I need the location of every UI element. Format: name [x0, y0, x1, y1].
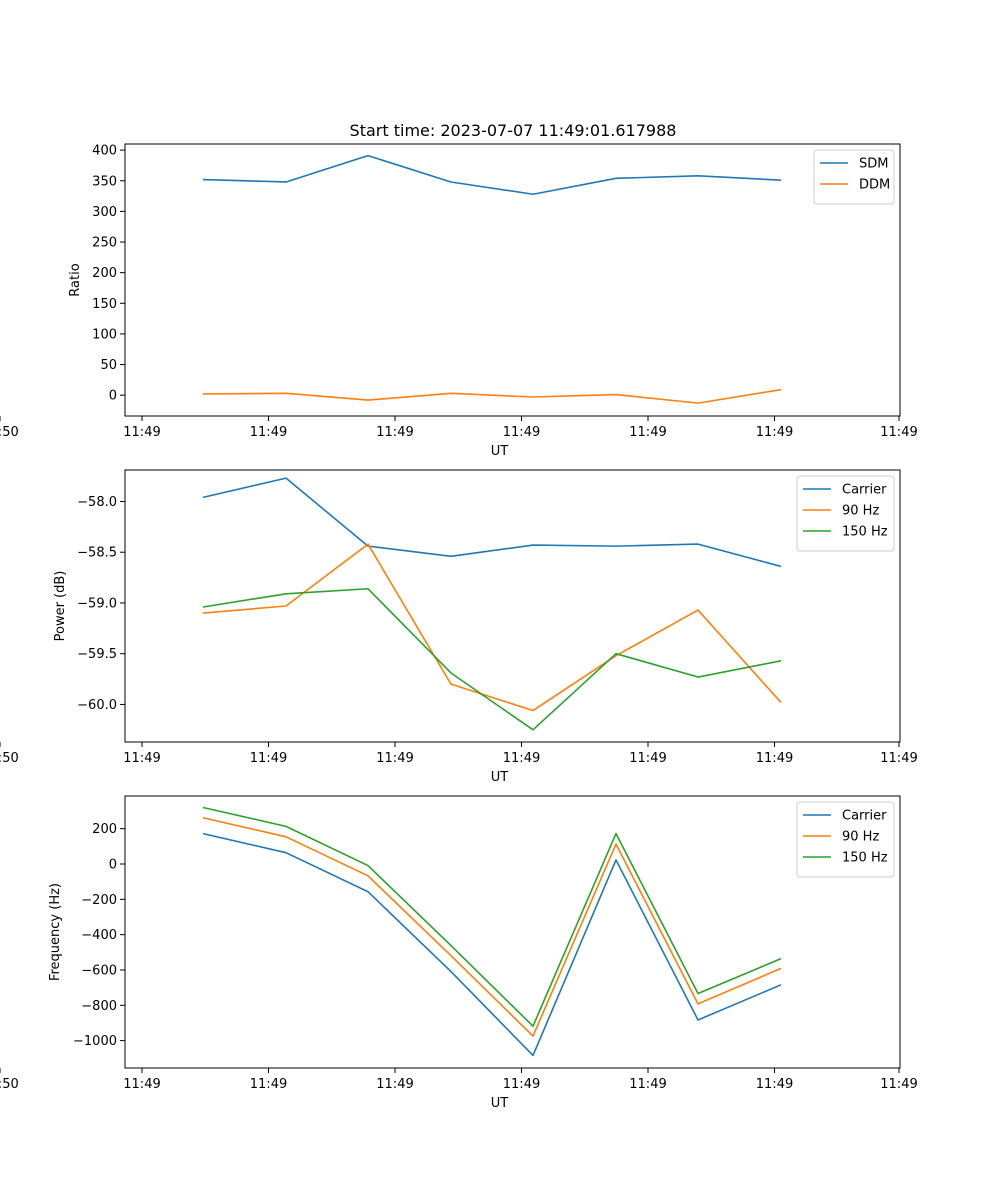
subplot-2: 11:49 11:49 11:49 11:49 11:49 11:49 11:49 11:50…: [0, 469, 918, 785]
y-tick-label: −59.5: [77, 647, 117, 662]
x-tick-label: 11:49: [376, 425, 413, 440]
y-tick-label: 0: [109, 858, 117, 873]
y-tick-label: −60.0: [77, 698, 117, 713]
x-tick-label: 11:49: [880, 751, 917, 766]
subplot-3: 11:49 11:49 11:49 11:49 11:49 11:49 11:49 11:50…: [0, 795, 918, 1111]
y-tick-label: 100: [92, 327, 117, 342]
legend-label: SDM: [859, 157, 888, 172]
x-tick-label: 11:49: [756, 1077, 793, 1092]
x-tick-label: 11:49: [629, 1077, 666, 1092]
x-axis-label: UT: [491, 1096, 509, 1111]
x-tick-label: 11:49: [756, 751, 793, 766]
legend: Carrier 90 Hz 150 Hz: [796, 475, 895, 552]
x-tick-label: 11:49: [629, 425, 666, 440]
y-axis-label: Power (dB): [53, 571, 68, 642]
legend-label: 150 Hz: [842, 525, 888, 540]
plot-frame: [124, 143, 901, 417]
series-line-150-hz: [202, 587, 782, 731]
x-tick-label: 11:49: [629, 751, 666, 766]
legend: Carrier 90 Hz 150 Hz: [796, 801, 895, 878]
series-line-sdm: [202, 154, 782, 196]
legend-label: DDM: [859, 178, 890, 193]
series-line-150-hz: [202, 806, 782, 1027]
y-tick-label: −800: [81, 999, 117, 1014]
legend: SDM DDM: [813, 149, 895, 205]
subplot-1: 11:49 11:49 11:49 11:49 11:49 11:49 11:49 11:50…: [0, 143, 918, 459]
x-tick-label: 11:50: [0, 425, 19, 440]
y-tick-label: −1000: [73, 1034, 117, 1049]
y-tick-label: 250: [92, 236, 117, 251]
y-tick-label: 350: [92, 174, 117, 189]
y-tick-label: −59.0: [77, 596, 117, 611]
x-tick-label: 11:50: [0, 1077, 19, 1092]
plot-frame: [124, 795, 901, 1069]
x-tick-label: 11:49: [503, 425, 540, 440]
series-line-90-hz: [202, 816, 782, 1037]
x-tick-label: 11:49: [503, 751, 540, 766]
y-tick-label: 300: [92, 205, 117, 220]
y-tick-label: −200: [81, 893, 117, 908]
series-line-ddm: [202, 388, 782, 404]
series-line-carrier: [202, 832, 782, 1057]
chart-title: Start time: 2023-07-07 11:49:01.617988: [350, 121, 677, 140]
x-tick-label: 11:49: [376, 751, 413, 766]
legend-label: 150 Hz: [842, 851, 888, 866]
x-tick-label: 11:49: [123, 1077, 160, 1092]
x-tick-label: 11:49: [503, 1077, 540, 1092]
y-axis-label: Frequency (Hz): [48, 883, 63, 981]
x-axis-label: UT: [491, 770, 509, 785]
y-tick-label: −58.5: [77, 546, 117, 561]
x-tick-label: 11:49: [880, 425, 917, 440]
x-tick-label: 11:49: [123, 751, 160, 766]
legend-box: [796, 801, 895, 878]
y-tick-label: 200: [92, 822, 117, 837]
legend-label: Carrier: [842, 483, 887, 498]
y-tick-label: 400: [92, 144, 117, 159]
y-tick-label: −400: [81, 928, 117, 943]
legend-box: [796, 475, 895, 552]
y-tick-label: −600: [81, 963, 117, 978]
x-axis-label: UT: [491, 444, 509, 459]
y-tick-label: 50: [100, 358, 117, 373]
x-tick-label: 11:49: [756, 425, 793, 440]
x-tick-label: 11:50: [0, 751, 19, 766]
x-tick-label: 11:49: [250, 1077, 287, 1092]
y-tick-label: 150: [92, 297, 117, 312]
x-tick-label: 11:49: [250, 751, 287, 766]
series-line-carrier: [202, 477, 782, 568]
legend-label: 90 Hz: [842, 830, 879, 845]
x-tick-label: 11:49: [123, 425, 160, 440]
y-axis-label: Ratio: [68, 263, 83, 296]
y-tick-label: −58.0: [77, 495, 117, 510]
series-line-90-hz: [202, 543, 782, 712]
x-tick-label: 11:49: [880, 1077, 917, 1092]
legend-label: Carrier: [842, 809, 887, 824]
legend-label: 90 Hz: [842, 504, 879, 519]
y-tick-label: 200: [92, 266, 117, 281]
x-tick-label: 11:49: [376, 1077, 413, 1092]
plot-frame: [124, 469, 901, 743]
y-tick-label: 0: [109, 389, 117, 404]
x-tick-label: 11:49: [250, 425, 287, 440]
